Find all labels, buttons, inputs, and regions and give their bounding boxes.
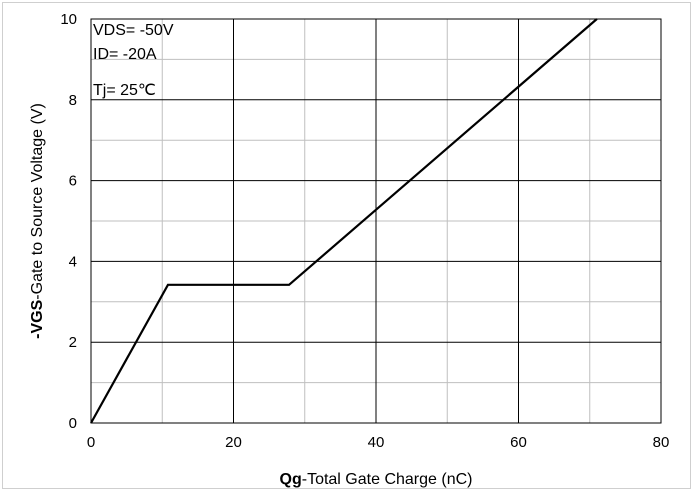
condition-annotation: ID= -20A [93, 46, 157, 63]
x-axis-label: Qg-Total Gate Charge (nC) [280, 471, 473, 488]
chart-frame [2, 2, 691, 489]
x-tick-label: 40 [368, 434, 385, 451]
x-axis-label-bold: Qg [280, 471, 302, 488]
y-tick-labels: 0 2 4 6 8 10 [60, 11, 77, 432]
condition-annotation: Tj= 25℃ [93, 82, 156, 99]
x-tick-label: 20 [225, 434, 242, 451]
series-layer [90, 18, 598, 424]
x-tick-label: 60 [510, 434, 527, 451]
series-line [90, 18, 598, 424]
x-tick-label: 0 [87, 434, 95, 451]
x-tick-labels: 0 20 40 60 80 [87, 434, 670, 451]
x-axis-label-rest: -Total Gate Charge (nC) [302, 471, 473, 488]
y-tick-label: 4 [69, 253, 77, 270]
y-axis-label: -VGS-Gate to Source Voltage (V) [29, 103, 46, 339]
plot-area-border [90, 18, 662, 424]
y-tick-label: 6 [69, 173, 77, 190]
annotations: VDS= -50V ID= -20A Tj= 25℃ [93, 22, 174, 99]
y-tick-label: 0 [69, 415, 77, 432]
y-tick-label: 8 [69, 92, 77, 109]
condition-annotation: VDS= -50V [93, 22, 174, 39]
y-axis-label-bold: -VGS [29, 299, 46, 338]
y-tick-label: 2 [69, 334, 77, 351]
y-axis-label-rest: -Gate to Source Voltage (V) [29, 103, 46, 300]
y-tick-label: 10 [60, 11, 77, 28]
x-tick-label: 80 [653, 434, 670, 451]
